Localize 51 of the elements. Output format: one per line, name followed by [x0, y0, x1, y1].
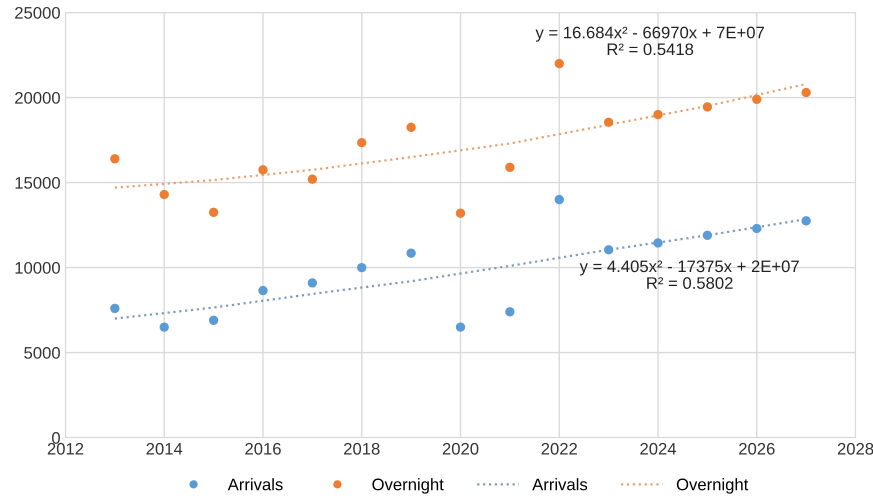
legend-label: Arrivals — [228, 478, 283, 490]
point — [752, 224, 762, 234]
point — [308, 278, 318, 288]
point — [406, 248, 416, 258]
x-tick-label: 2024 — [640, 442, 676, 455]
point — [554, 194, 564, 204]
annotation: y = 4.405x² - 17375x + 2E+07 R² = 0.5802 — [580, 260, 799, 289]
x-tick-label: 2022 — [542, 442, 577, 455]
annotation: y = 16.684x² - 66970x + 7E+07 R² = 0.5418 — [536, 26, 764, 56]
point — [308, 174, 318, 184]
point — [802, 216, 811, 226]
x-tick-label: 2016 — [245, 442, 281, 455]
point — [110, 154, 120, 164]
y-tick-label: 10000 — [16, 262, 60, 274]
point — [110, 304, 120, 314]
point — [456, 322, 466, 332]
point — [653, 110, 663, 120]
point — [752, 94, 762, 104]
point — [702, 230, 712, 240]
legend-label: Overnight — [676, 478, 748, 494]
point — [208, 208, 218, 217]
x-tick-label: 2014 — [146, 442, 182, 455]
legend-label: Arrivals — [532, 478, 588, 490]
point — [554, 58, 564, 68]
point — [456, 208, 466, 218]
y-tick-label: 5000 — [24, 347, 60, 359]
x-tick-label: 2020 — [442, 442, 478, 455]
y-tick-label: 15000 — [16, 176, 60, 189]
y-tick-label: 20000 — [15, 92, 60, 104]
x-tick-label: 2018 — [344, 442, 380, 455]
point — [653, 238, 663, 248]
point — [505, 162, 515, 172]
point — [357, 262, 366, 272]
point — [258, 165, 268, 174]
x-tick-label: 2012 — [48, 442, 84, 455]
point — [604, 118, 614, 127]
point — [258, 286, 268, 296]
x-tick-label: 2026 — [739, 442, 775, 455]
y-tick-label: 0 — [52, 432, 60, 444]
point — [505, 307, 515, 316]
y-tick-label: 25000 — [15, 6, 60, 19]
x-tick-label: 2028 — [838, 442, 873, 455]
point — [160, 322, 169, 332]
point — [406, 122, 416, 132]
point — [160, 190, 169, 200]
point — [702, 102, 712, 112]
point — [802, 88, 811, 98]
point — [604, 245, 614, 254]
legend-label: Overnight — [372, 478, 444, 494]
point — [357, 138, 366, 148]
point — [208, 316, 218, 325]
